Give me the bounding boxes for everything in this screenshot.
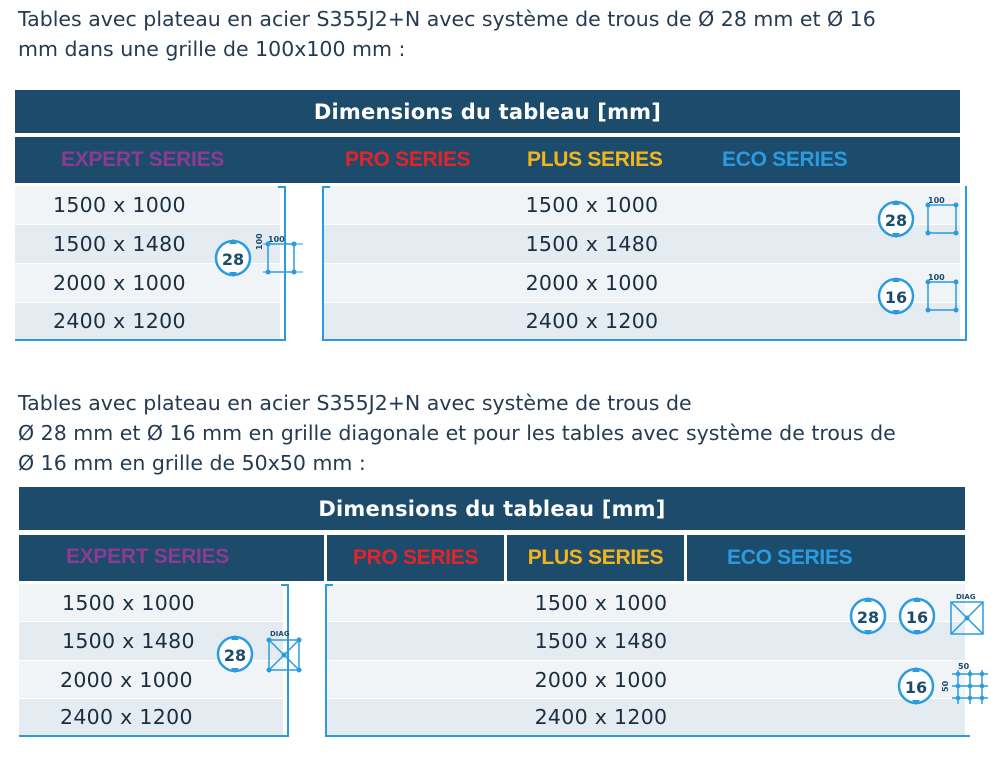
grid-size-label: 100 — [928, 196, 945, 205]
hole-28-label: 28 — [224, 646, 246, 665]
hole-16-grid-100-icon: 16 100 — [877, 273, 959, 315]
series-cell-plus: PLUS SERIES — [507, 535, 684, 581]
series-plus-label: PLUS SERIES — [527, 546, 664, 569]
right-edge-bracket — [959, 186, 967, 341]
table-row: 1500 x 1000 — [15, 186, 280, 224]
grid-50-label: 50 — [941, 680, 950, 692]
hole-16-label: 16 — [885, 288, 907, 307]
hole-16-grid-50-icon: 16 50 50 — [897, 662, 988, 705]
grid-50-label: 50 — [958, 662, 970, 671]
table-row: 2000 x 1000 — [322, 264, 960, 302]
intro-line: mm dans une grille de 100x100 mm : — [18, 37, 406, 61]
right-bracket — [325, 584, 333, 737]
table-row: 1500 x 1000 — [19, 584, 283, 621]
hole-16-label: 16 — [906, 608, 928, 627]
series-cell-pro: PRO SERIES — [327, 535, 504, 581]
series-pro-label: PRO SERIES — [352, 546, 479, 569]
grid-size-label: 100 — [928, 273, 945, 282]
hole-28-label: 28 — [222, 250, 244, 269]
series-eco-label: ECO SERIES — [722, 148, 848, 171]
table-header-2: Dimensions du tableau [mm] — [19, 487, 965, 530]
table-row: 2400 x 1200 — [322, 303, 960, 339]
table-row: 1500 x 1000 — [322, 186, 960, 224]
hole-28-label: 28 — [885, 211, 907, 230]
series-cell-expert: EXPERT SERIES — [19, 535, 324, 581]
hole-28-16-diag-icon: 28 16 DIAG — [849, 593, 984, 635]
grid-size-label: 100 — [268, 235, 285, 244]
diag-label: DIAG — [270, 630, 290, 638]
underline — [322, 339, 967, 341]
intro-line: Tables avec plateau en acier S355J2+N av… — [18, 7, 876, 31]
table-row: 2400 x 1200 — [19, 699, 283, 735]
intro-line: Ø 28 mm et Ø 16 mm en grille diagonale e… — [18, 421, 896, 445]
series-header-row-1: EXPERT SERIES PRO SERIES PLUS SERIES ECO… — [15, 137, 960, 183]
intro-line: Ø 16 mm en grille de 50x50 mm : — [18, 451, 366, 475]
series-pro-label: PRO SERIES — [345, 148, 471, 171]
table-row: 1500 x 1480 — [322, 225, 960, 263]
underline — [19, 735, 289, 737]
underline — [15, 339, 286, 341]
left-bracket — [281, 584, 289, 737]
intro-text-1: Tables avec plateau en acier S355J2+N av… — [18, 4, 876, 64]
hole-28-grid-100-icon: 28 100 — [877, 196, 959, 238]
diag-label: DIAG — [956, 593, 976, 601]
series-plus-label: PLUS SERIES — [527, 148, 663, 171]
hole-28-label: 28 — [857, 608, 879, 627]
hole-28-grid-100-icon: 28 100 100 — [214, 234, 303, 277]
hole-28-diag-icon: 28 DIAG — [216, 630, 302, 673]
series-expert-label: EXPERT SERIES — [66, 545, 229, 568]
intro-text-2: Tables avec plateau en acier S355J2+N av… — [18, 388, 896, 478]
table-row: 2000 x 1000 — [15, 264, 280, 302]
series-expert-label: EXPERT SERIES — [61, 148, 224, 171]
series-eco-label: ECO SERIES — [727, 546, 853, 569]
underline — [325, 735, 970, 737]
hole-16-label: 16 — [905, 678, 927, 697]
table-row: 2400 x 1200 — [327, 699, 965, 735]
table-header-1: Dimensions du tableau [mm] — [15, 90, 960, 133]
series-cell-eco: ECO SERIES — [687, 535, 965, 581]
right-bracket — [322, 186, 330, 341]
intro-line: Tables avec plateau en acier S355J2+N av… — [18, 391, 692, 415]
grid-size-label: 100 — [255, 234, 264, 250]
table-row: 2000 x 1000 — [327, 661, 965, 698]
table-row: 2400 x 1200 — [15, 303, 280, 339]
